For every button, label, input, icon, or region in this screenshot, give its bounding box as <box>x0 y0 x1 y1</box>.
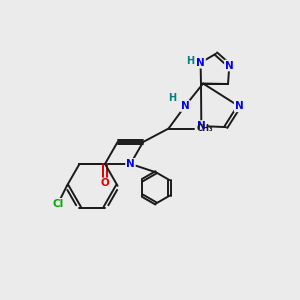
Text: CH₃: CH₃ <box>196 124 213 133</box>
Text: N: N <box>196 58 205 68</box>
Text: H: H <box>169 93 177 103</box>
Text: N: N <box>235 101 244 111</box>
Text: O: O <box>100 178 109 188</box>
Text: Cl: Cl <box>52 199 64 209</box>
Text: N: N <box>126 159 135 169</box>
Text: N: N <box>181 101 190 111</box>
Text: N: N <box>225 61 234 70</box>
Text: H: H <box>186 56 194 66</box>
Text: N: N <box>197 121 206 131</box>
